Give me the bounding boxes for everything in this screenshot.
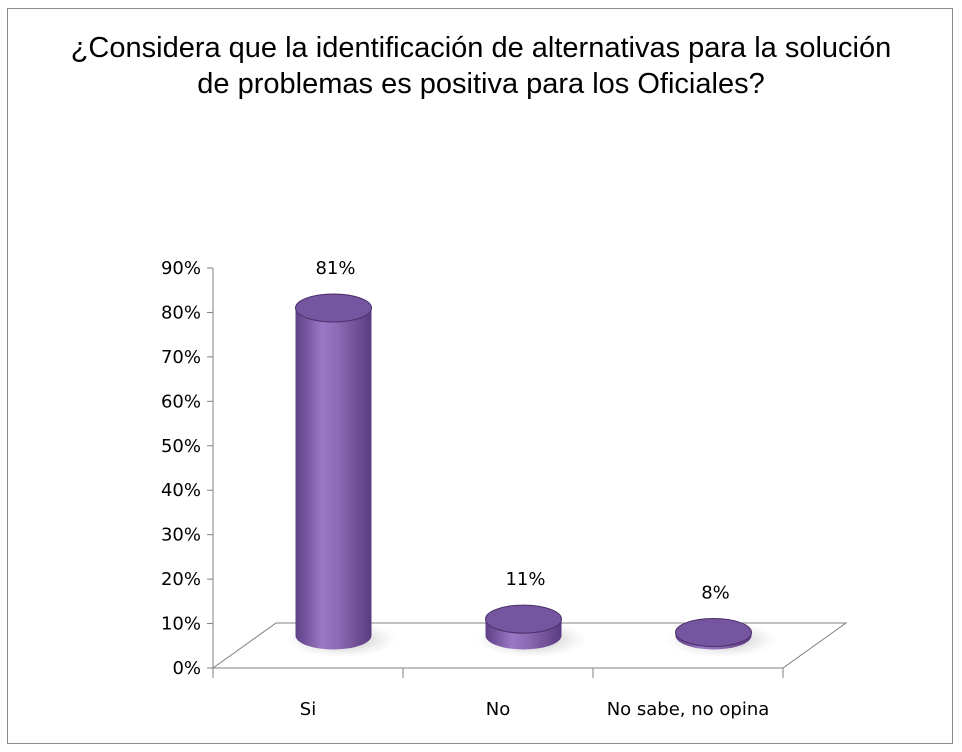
bar-top: [485, 604, 562, 634]
x-tick-label: No sabe, no opina: [607, 699, 770, 720]
x-axis-labels: Si No No sabe, no opina: [300, 699, 770, 720]
bar-body: [295, 308, 372, 650]
y-tick-label: 50%: [161, 436, 201, 457]
data-label: 81%: [315, 258, 355, 279]
x-tick-label: No: [486, 699, 510, 720]
y-tick-label: 10%: [161, 614, 201, 635]
data-labels: 81% 11% 8%: [315, 258, 729, 603]
data-label: 8%: [701, 582, 730, 603]
x-tick-label: Si: [300, 699, 316, 720]
chart-bars: [285, 293, 778, 658]
y-tick-label: 60%: [161, 391, 201, 412]
chart-title-line-2: de problemas es positiva para los Oficia…: [197, 68, 765, 100]
y-tick-label: 90%: [161, 258, 201, 279]
y-tick-label: 40%: [161, 480, 201, 501]
y-tick-label: 0%: [172, 658, 201, 679]
y-tick-label: 80%: [161, 302, 201, 323]
y-axis-ticks: 0% 10% 20% 30% 40% 50% 60% 70% 80% 90%: [161, 258, 213, 679]
bar-top: [675, 617, 752, 647]
y-tick-label: 30%: [161, 525, 201, 546]
bar-1: [285, 293, 398, 658]
bar-2: [475, 604, 588, 658]
y-tick-label: 20%: [161, 569, 201, 590]
chart-title: ¿Considera que la identificación de alte…: [0, 30, 962, 102]
chart-frame: [7, 8, 953, 744]
y-tick-label: 70%: [161, 347, 201, 368]
bar-3: [665, 617, 778, 658]
data-label: 11%: [505, 569, 545, 590]
chart-title-line-1: ¿Considera que la identificación de alte…: [70, 32, 892, 64]
bar-top: [295, 293, 372, 323]
